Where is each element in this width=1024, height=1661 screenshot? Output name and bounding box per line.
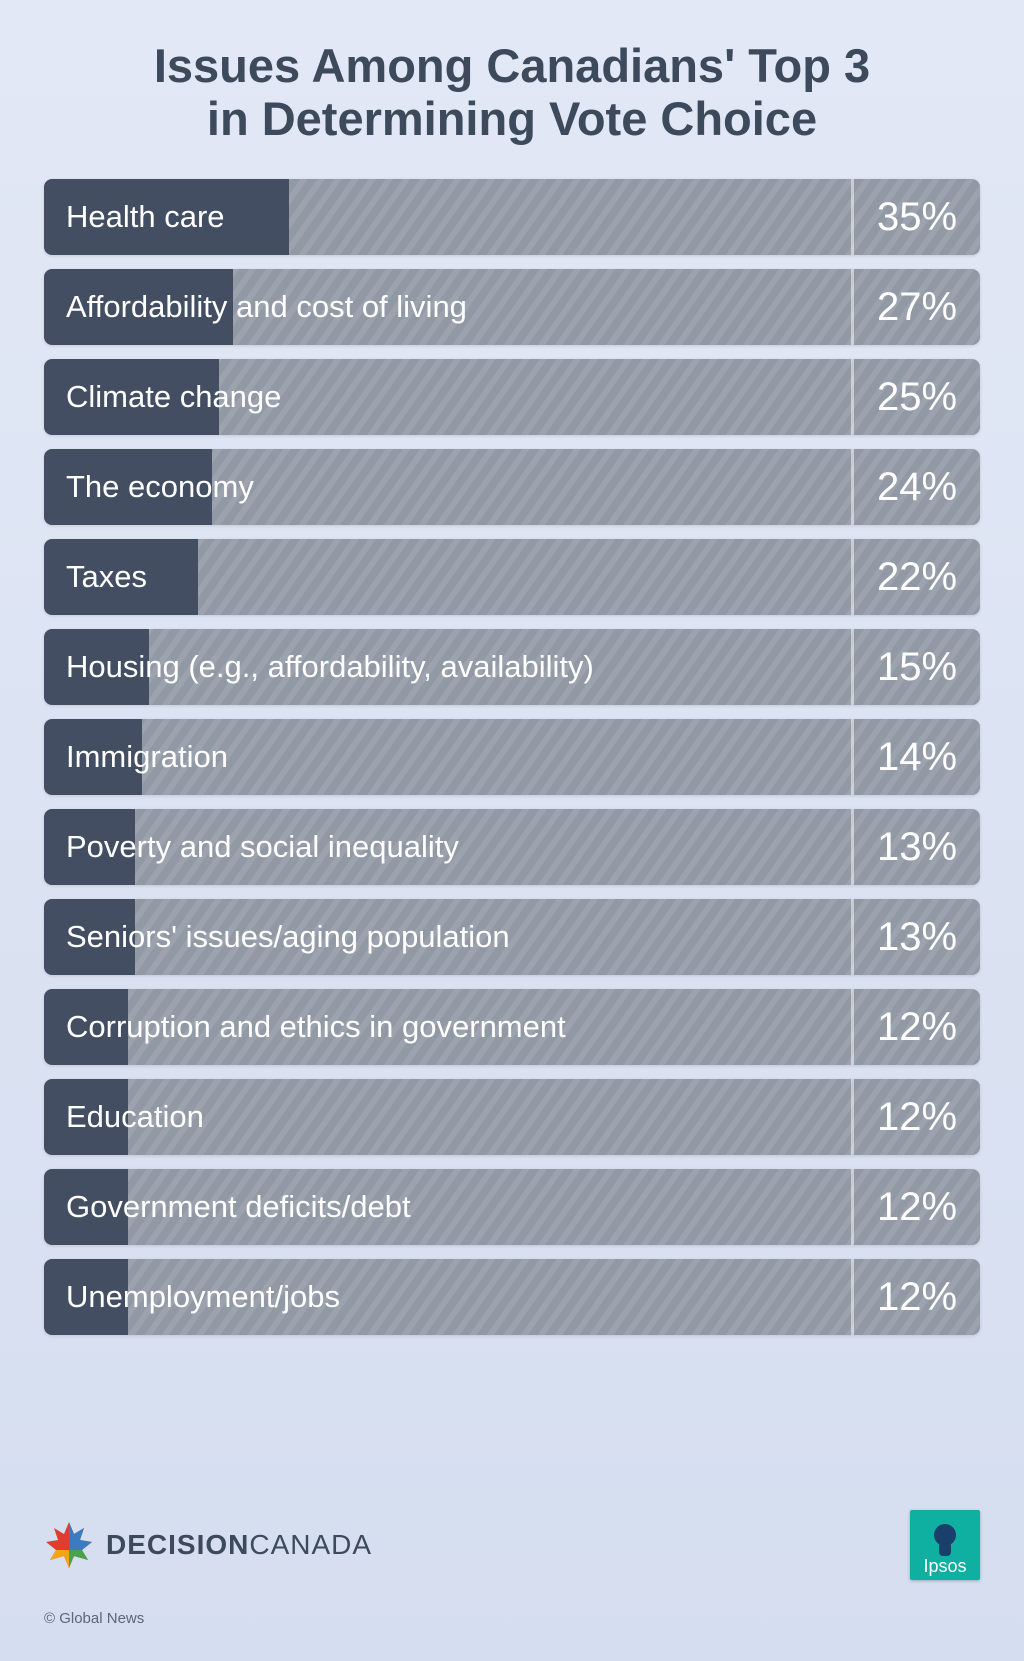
bar-label: Seniors' issues/aging population — [66, 919, 510, 955]
bar-label: Corruption and ethics in government — [66, 1009, 566, 1045]
bar-value: 12% — [851, 1079, 980, 1155]
footer: DECISIONCANADA Ipsos © Global News — [44, 1510, 980, 1627]
bar-value: 35% — [851, 179, 980, 255]
bar-list: Health care 35% Affordability and cost of … — [44, 179, 980, 1335]
bar-label: Unemployment/jobs — [66, 1279, 340, 1315]
bar-value: 15% — [851, 629, 980, 705]
maple-leaf-icon — [44, 1520, 94, 1570]
bar-row: Corruption and ethics in government 12% — [44, 989, 980, 1065]
chart-container: Issues Among Canadians' Top 3in Determin… — [0, 0, 1024, 1335]
bar-row: Taxes 22% — [44, 539, 980, 615]
bar-value: 14% — [851, 719, 980, 795]
ipsos-logo: Ipsos — [910, 1510, 980, 1580]
bar-row: Poverty and social inequality 13% — [44, 809, 980, 885]
bar-label: Government deficits/debt — [66, 1189, 411, 1225]
bar-value: 13% — [851, 899, 980, 975]
bar-value: 13% — [851, 809, 980, 885]
bar-row: Education 12% — [44, 1079, 980, 1155]
bar-row: Climate change 25% — [44, 359, 980, 435]
chart-title: Issues Among Canadians' Top 3in Determin… — [44, 40, 980, 145]
bar-label: Health care — [66, 199, 225, 235]
bar-row: Immigration 14% — [44, 719, 980, 795]
bar-row: The economy 24% — [44, 449, 980, 525]
bar-row: Health care 35% — [44, 179, 980, 255]
bar-row: Housing (e.g., affordability, availabili… — [44, 629, 980, 705]
bar-value: 27% — [851, 269, 980, 345]
bar-label: Housing (e.g., affordability, availabili… — [66, 649, 594, 685]
canada-text: CANADA — [249, 1529, 372, 1560]
bar-value: 24% — [851, 449, 980, 525]
bar-row: Unemployment/jobs 12% — [44, 1259, 980, 1335]
bar-label: Poverty and social inequality — [66, 829, 459, 865]
bar-value: 12% — [851, 989, 980, 1065]
bar-label: Immigration — [66, 739, 228, 775]
logo-row: DECISIONCANADA Ipsos — [44, 1510, 980, 1580]
bar-label: Education — [66, 1099, 204, 1135]
bar-label: Climate change — [66, 379, 281, 415]
bar-label: Affordability and cost of living — [66, 289, 467, 325]
decision-canada-logo: DECISIONCANADA — [44, 1520, 372, 1570]
bar-value: 12% — [851, 1259, 980, 1335]
bar-row: Government deficits/debt 12% — [44, 1169, 980, 1245]
copyright-text: © Global News — [44, 1610, 980, 1627]
bar-row: Seniors' issues/aging population 13% — [44, 899, 980, 975]
bar-value: 25% — [851, 359, 980, 435]
bar-value: 22% — [851, 539, 980, 615]
bar-label: The economy — [66, 469, 254, 505]
bar-label: Taxes — [66, 559, 147, 595]
bar-value: 12% — [851, 1169, 980, 1245]
decision-text: DECISION — [106, 1529, 249, 1560]
bar-row: Affordability and cost of living 27% — [44, 269, 980, 345]
ipsos-label: Ipsos — [923, 1556, 966, 1576]
decision-canada-text: DECISIONCANADA — [106, 1529, 372, 1561]
